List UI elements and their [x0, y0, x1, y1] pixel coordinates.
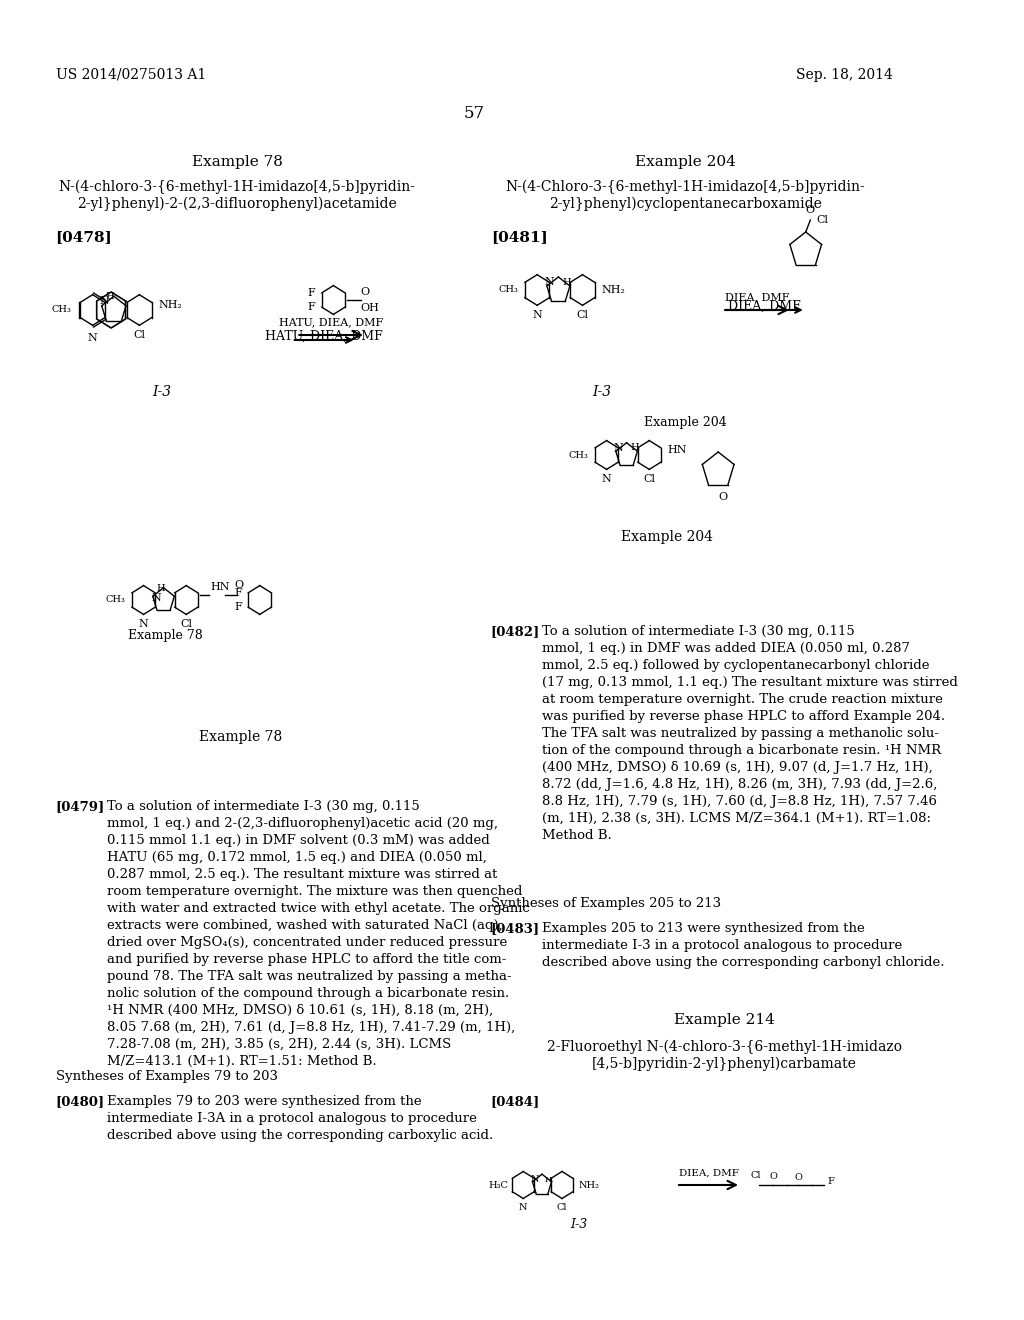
Text: Example 204: Example 204 [621, 531, 713, 544]
Text: [0478]: [0478] [55, 230, 113, 244]
Text: I-3: I-3 [153, 385, 172, 399]
Text: Examples 79 to 203 were synthesized from the
intermediate I-3A in a protocol ana: Examples 79 to 203 were synthesized from… [106, 1096, 493, 1142]
Text: F: F [234, 602, 242, 612]
Text: N: N [151, 593, 161, 603]
Text: HN: HN [668, 445, 687, 455]
Text: O: O [795, 1173, 802, 1181]
Text: H₃C: H₃C [488, 1180, 508, 1189]
Text: O: O [806, 205, 815, 215]
Text: O: O [718, 492, 727, 502]
Text: CH₃: CH₃ [568, 450, 589, 459]
Text: F: F [827, 1177, 834, 1187]
Text: Example 214: Example 214 [674, 1012, 775, 1027]
Text: N: N [88, 333, 97, 343]
Text: Cl: Cl [557, 1203, 567, 1212]
Text: CH₃: CH₃ [499, 285, 518, 294]
Text: OH: OH [360, 304, 380, 313]
Text: Example 78: Example 78 [199, 730, 283, 744]
Text: N: N [613, 442, 623, 453]
Text: CH₃: CH₃ [51, 305, 71, 314]
Text: Cl: Cl [577, 310, 589, 321]
Text: [0483]: [0483] [490, 921, 540, 935]
Text: I-3: I-3 [570, 1218, 588, 1232]
Text: Example 78: Example 78 [128, 628, 203, 642]
Text: NH₂: NH₂ [601, 285, 626, 294]
Text: US 2014/0275013 A1: US 2014/0275013 A1 [55, 69, 206, 82]
Text: H: H [562, 277, 570, 286]
Text: N-(4-Chloro-3-{6-methyl-1H-imidazo[4,5-b]pyridin-
2-yl}phenyl)cyclopentanecarbox: N-(4-Chloro-3-{6-methyl-1H-imidazo[4,5-b… [506, 180, 865, 211]
Text: Syntheses of Examples 205 to 213: Syntheses of Examples 205 to 213 [490, 898, 721, 909]
Text: Example 78: Example 78 [191, 154, 283, 169]
Text: NH₂: NH₂ [158, 301, 182, 310]
Text: [0481]: [0481] [490, 230, 548, 244]
Text: NH₂: NH₂ [579, 1180, 599, 1189]
Text: [0482]: [0482] [490, 624, 540, 638]
Text: N: N [99, 296, 110, 306]
Text: HATU, DIEA, DMF: HATU, DIEA, DMF [279, 317, 383, 327]
Text: HN: HN [211, 582, 230, 591]
Text: HATU, DIEA, DMF: HATU, DIEA, DMF [265, 330, 383, 343]
Text: Example 204: Example 204 [644, 416, 727, 429]
Text: CH₃: CH₃ [105, 595, 126, 605]
Text: [0479]: [0479] [55, 800, 104, 813]
Text: Examples 205 to 213 were synthesized from the
intermediate I-3 in a protocol ana: Examples 205 to 213 were synthesized fro… [542, 921, 944, 969]
Text: F: F [307, 288, 315, 298]
Text: N: N [138, 619, 148, 630]
Text: Cl: Cl [643, 474, 655, 484]
Text: [0484]: [0484] [490, 1096, 540, 1107]
Text: Syntheses of Examples 79 to 203: Syntheses of Examples 79 to 203 [55, 1071, 278, 1082]
Text: N-(4-chloro-3-{6-methyl-1H-imidazo[4,5-b]pyridin-
2-yl}phenyl)-2-(2,3-difluoroph: N-(4-chloro-3-{6-methyl-1H-imidazo[4,5-b… [58, 180, 416, 211]
Text: Sep. 18, 2014: Sep. 18, 2014 [796, 69, 893, 82]
Text: DIEA, DMF: DIEA, DMF [679, 1170, 738, 1177]
Text: To a solution of intermediate I-3 (30 mg, 0.115
mmol, 1 eq.) in DMF was added DI: To a solution of intermediate I-3 (30 mg… [542, 624, 957, 842]
Text: H: H [631, 444, 639, 453]
Text: N: N [519, 1203, 527, 1212]
Text: Cl: Cl [751, 1171, 761, 1180]
Text: DIEA, DMF: DIEA, DMF [725, 292, 790, 302]
Text: 2-Fluoroethyl N-(4-chloro-3-{6-methyl-1H-imidazo
[4,5-b]pyridin-2-yl}phenyl)carb: 2-Fluoroethyl N-(4-chloro-3-{6-methyl-1H… [547, 1040, 902, 1071]
Text: N: N [602, 474, 611, 484]
Text: H: H [157, 583, 165, 593]
Text: O: O [360, 286, 370, 297]
Text: N: N [545, 277, 555, 288]
Text: H: H [545, 1176, 552, 1184]
Text: Cl: Cl [180, 619, 193, 630]
Text: F: F [234, 587, 242, 598]
Text: Cl: Cl [817, 215, 828, 224]
Text: H: H [104, 292, 114, 301]
Text: 57: 57 [464, 106, 484, 121]
Text: N: N [532, 310, 542, 321]
Text: Example 204: Example 204 [635, 154, 736, 169]
Text: O: O [769, 1172, 777, 1181]
Text: DIEA, DMF: DIEA, DMF [728, 300, 801, 313]
Text: To a solution of intermediate I-3 (30 mg, 0.115
mmol, 1 eq.) and 2-(2,3-difluoro: To a solution of intermediate I-3 (30 mg… [106, 800, 529, 1068]
Text: N: N [530, 1175, 540, 1184]
Text: Cl: Cl [133, 330, 145, 341]
Text: I-3: I-3 [593, 385, 611, 399]
Text: F: F [307, 302, 315, 313]
Text: [0480]: [0480] [55, 1096, 104, 1107]
Text: O: O [234, 579, 244, 590]
